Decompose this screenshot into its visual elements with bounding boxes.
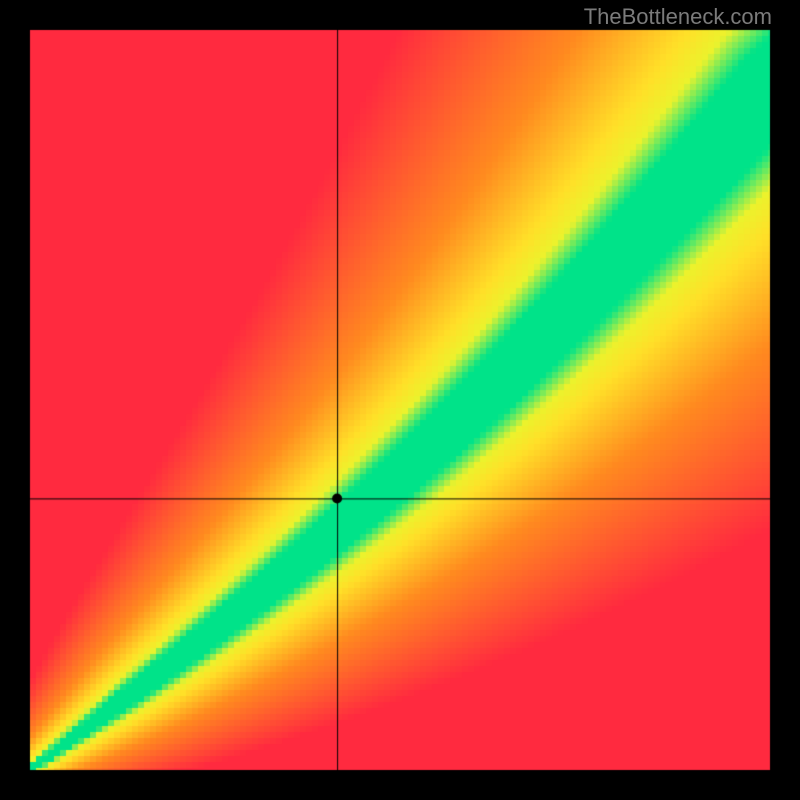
chart-container: TheBottleneck.com bbox=[0, 0, 800, 800]
watermark-text: TheBottleneck.com bbox=[584, 4, 772, 30]
heatmap-canvas bbox=[0, 0, 800, 800]
